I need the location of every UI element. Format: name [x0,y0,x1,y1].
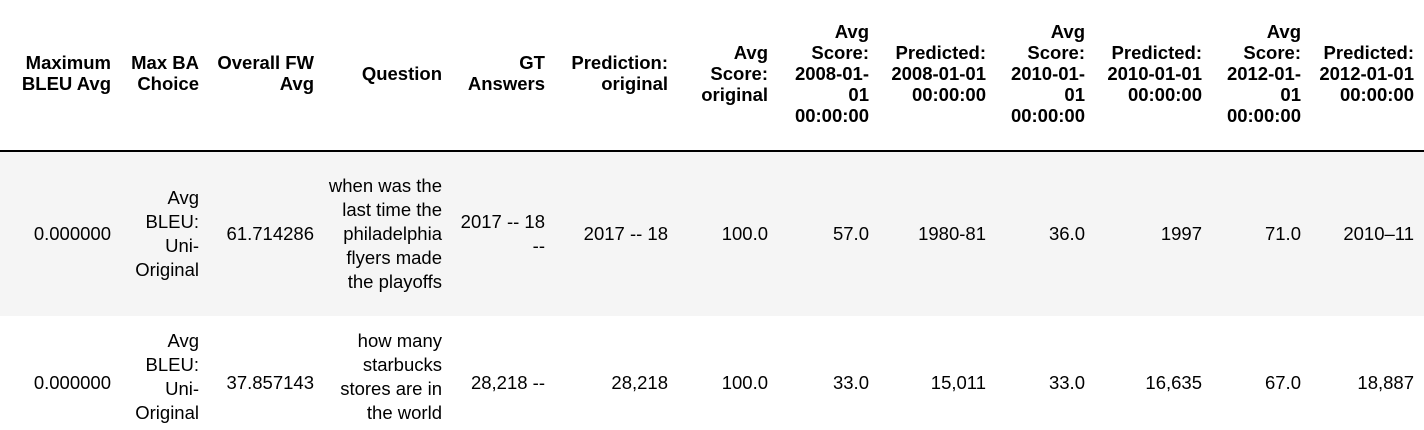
cell-avg-score-2008: 57.0 [832,223,869,244]
cell-question: how many starbucks stores are in the wor… [340,330,442,423]
cell-predicted-2008: 15,011 [930,372,986,393]
column-header-question: Question [324,0,452,152]
cell-prediction-original: 28,218 [611,372,668,393]
cell-gt-answers: 2017 -- 18 -- [460,211,545,256]
cell-avg-score-original: 100.0 [721,223,768,244]
column-header-max-bleu-avg: Maximum BLEU Avg [0,0,121,152]
cell-predicted-2012: 18,887 [1357,372,1414,393]
table-row: 0.000000 Avg BLEU: Uni-Original 61.71428… [0,151,1424,316]
table-row: 0.000000 Avg BLEU: Uni-Original 37.85714… [0,316,1424,428]
cell-predicted-2008: 1980-81 [918,223,986,244]
cell-avg-score-2012: 71.0 [1264,223,1301,244]
cell-avg-score-2010: 33.0 [1048,372,1085,393]
cell-max-ba-choice: Avg BLEU: Uni-Original [135,330,199,423]
cell-max-bleu-avg: 0.000000 [33,223,111,244]
column-header-predicted-2010: Predicted: 2010-01-01 00:00:00 [1095,0,1212,152]
table-header: Maximum BLEU Avg Max BA Choice Overall F… [0,0,1424,152]
cell-avg-score-2010: 36.0 [1048,223,1085,244]
cell-overall-fw-avg: 37.857143 [226,372,314,393]
cell-avg-score-2008: 33.0 [832,372,869,393]
header-row: Maximum BLEU Avg Max BA Choice Overall F… [0,0,1424,152]
column-header-predicted-2012: Predicted: 2012-01-01 00:00:00 [1311,0,1424,152]
column-header-predicted-2008: Predicted: 2008-01-01 00:00:00 [879,0,996,152]
column-header-avg-score-2012: Avg Score: 2012-01-01 00:00:00 [1212,0,1311,152]
column-header-prediction-original: Prediction: original [555,0,678,152]
column-header-max-ba-choice: Max BA Choice [121,0,209,152]
cell-max-ba-choice: Avg BLEU: Uni-Original [135,187,199,280]
column-header-avg-score-original: Avg Score: original [678,0,778,152]
column-header-avg-score-2010: Avg Score: 2010-01-01 00:00:00 [996,0,1095,152]
cell-max-bleu-avg: 0.000000 [33,372,111,393]
cell-predicted-2010: 16,635 [1145,372,1202,393]
cell-avg-score-original: 100.0 [721,372,768,393]
cell-question: when was the last time the philadelphia … [328,175,442,292]
cell-predicted-2012: 2010–11 [1343,223,1414,244]
cell-prediction-original: 2017 -- 18 [583,223,668,244]
column-header-overall-fw-avg: Overall FW Avg [209,0,324,152]
column-header-gt-answers: GT Answers [452,0,555,152]
cell-predicted-2010: 1997 [1160,223,1202,244]
cell-overall-fw-avg: 61.714286 [226,223,314,244]
table-body: 0.000000 Avg BLEU: Uni-Original 61.71428… [0,151,1424,428]
cell-avg-score-2012: 67.0 [1264,372,1301,393]
column-header-avg-score-2008: Avg Score: 2008-01-01 00:00:00 [778,0,879,152]
cell-gt-answers: 28,218 -- [470,372,545,393]
